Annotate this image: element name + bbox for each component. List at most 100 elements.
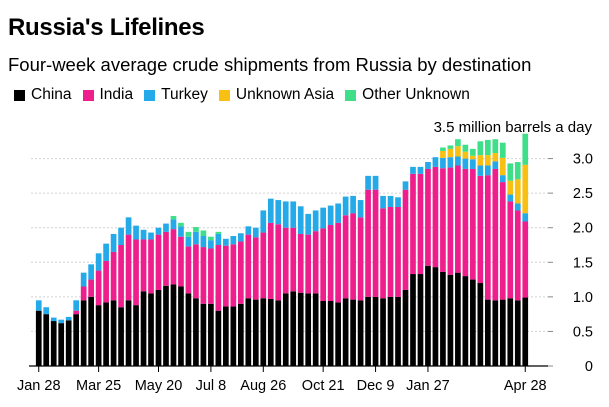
bar-segment-china [193, 298, 199, 366]
bar-segment-china [223, 306, 229, 366]
bar-segment-india [387, 206, 394, 297]
bar-segment-india [327, 224, 334, 302]
bar-segment-china [499, 299, 506, 366]
bar-segment-india [499, 182, 506, 300]
bar-segment-turkey [50, 317, 57, 322]
bar-segment-china [215, 310, 222, 366]
bar-segment-china [395, 296, 401, 366]
x-tick-label: Jan 27 [406, 378, 450, 394]
legend-swatch-turkey [144, 89, 156, 101]
bar-segment-turkey [215, 233, 222, 245]
bar-segment-china [402, 289, 409, 366]
bar-segment-india [335, 222, 341, 303]
bars [35, 133, 529, 366]
bar-segment-turkey [507, 194, 514, 202]
legend-label-unknown-asia: Unknown Asia [235, 86, 335, 103]
bar-segment-china [327, 301, 334, 366]
y-tick-label: 0 [585, 359, 593, 375]
bar-segment-turkey [155, 227, 162, 235]
bar-segment-india [178, 236, 184, 287]
bar-segment-india [155, 234, 162, 290]
bar-segment-turkey [335, 203, 341, 223]
bar-segment-china [514, 300, 521, 366]
bar-segment-turkey [208, 240, 214, 249]
bar-segment-china [50, 321, 57, 366]
bar-segment-other-unknown [507, 163, 514, 181]
bar-segment-china [125, 300, 132, 366]
bar-segment-unknown-asia [484, 155, 491, 166]
x-tick-label: Oct 21 [302, 378, 345, 394]
bar-segment-china [88, 296, 94, 366]
bar-segment-india [372, 189, 379, 297]
bar-segment-china [58, 323, 65, 366]
bar-segment-china [455, 272, 461, 366]
legend-swatch-china [14, 89, 25, 101]
y-tick-label: 1.5 [573, 255, 593, 271]
bar-segment-unknown-asia [499, 157, 506, 176]
bar-segment-india [470, 168, 476, 280]
bar-segment-turkey [387, 195, 394, 207]
bar-segment-china [73, 314, 80, 366]
bar-segment-india [350, 213, 356, 300]
bar-segment-india [73, 310, 80, 315]
bar-segment-china [200, 303, 207, 366]
bar-segment-turkey [402, 181, 409, 190]
bar-segment-turkey [395, 197, 401, 207]
bar-segment-turkey [58, 319, 65, 324]
bar-segment-china [230, 306, 237, 366]
bar-segment-india [305, 234, 312, 294]
bar-segment-china [80, 300, 87, 366]
y-tick-label: 0.5 [573, 324, 593, 340]
legend-swatch-other-unknown [345, 89, 357, 101]
bar-segment-turkey [484, 165, 491, 176]
bar-segment-india [320, 228, 327, 302]
bar-segment-turkey [103, 243, 109, 261]
bar-segment-turkey [110, 233, 117, 252]
bar-segment-china [365, 296, 371, 366]
legend-item-china: China [14, 86, 72, 104]
bar-segment-india [95, 270, 102, 306]
x-tick-label: Jan 28 [17, 378, 61, 394]
x-tick-label: Mar 25 [76, 378, 121, 394]
bar-segment-turkey [499, 175, 506, 183]
bar-segment-turkey [320, 207, 327, 229]
bar-segment-india [223, 245, 229, 307]
bar-segment-unknown-asia [455, 146, 461, 157]
bar-segment-india [148, 239, 154, 294]
bar-segment-india [395, 206, 401, 297]
chart-title: Russia's Lifelines [8, 14, 205, 41]
bar-segment-turkey [492, 161, 499, 169]
bar-segment-turkey [95, 253, 102, 271]
bar-segment-india [507, 201, 514, 299]
bar-segment-turkey [118, 227, 124, 245]
bar-segment-other-unknown [178, 222, 184, 227]
bar-segment-turkey [357, 200, 364, 218]
bar-segment-india [410, 173, 416, 275]
bar-segment-turkey [514, 203, 521, 211]
x-tick-label: Apr 28 [504, 378, 547, 394]
bar-segment-china [410, 274, 416, 366]
bar-segment-china [290, 291, 297, 366]
bar-segment-china [35, 310, 42, 366]
bar-segment-china [275, 300, 282, 366]
bar-segment-turkey [267, 198, 274, 223]
bar-segment-turkey [350, 195, 356, 214]
bar-segment-other-unknown [462, 144, 469, 152]
bar-segment-india [200, 247, 207, 304]
bar-segment-india [260, 232, 267, 299]
bar-segment-china [103, 302, 109, 366]
bar-segment-turkey [522, 213, 529, 222]
unit-label: 3.5 million barrels a day [434, 119, 593, 136]
bar-segment-turkey [342, 196, 349, 216]
bar-segment-turkey [432, 157, 439, 167]
bar-segment-turkey [185, 236, 192, 247]
bar-segment-other-unknown [440, 147, 446, 151]
bar-segment-india [447, 167, 454, 275]
axes: 0 0.5 1.0 1.5 2.0 2.5 3.0 Jan 28 Mar 25 May 20 Jul… [17, 152, 593, 394]
bar-segment-turkey [372, 175, 379, 190]
bar-segment-china [43, 314, 50, 366]
bar-segment-india [110, 251, 117, 301]
bar-segment-unknown-asia [470, 155, 476, 160]
bar-segment-turkey [365, 175, 371, 190]
